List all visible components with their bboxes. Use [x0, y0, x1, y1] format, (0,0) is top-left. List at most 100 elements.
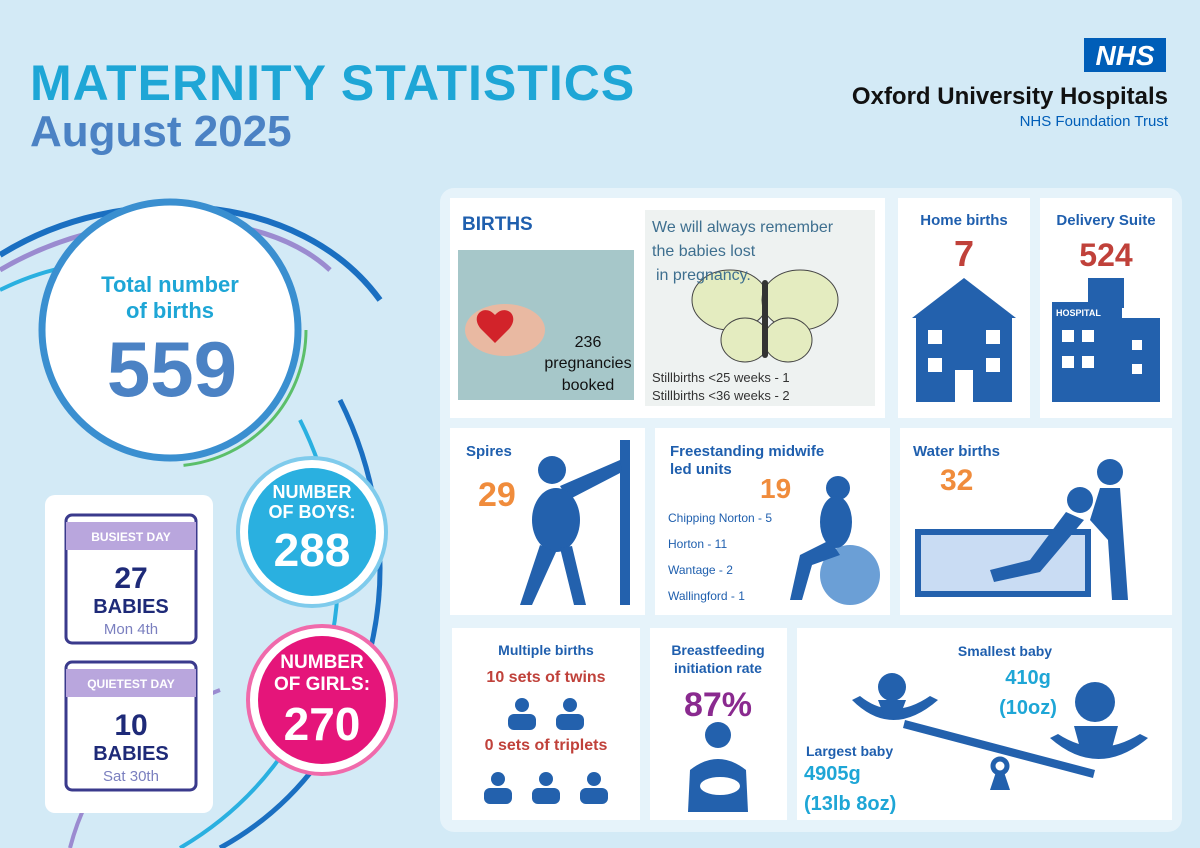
house-icon: [912, 278, 1016, 402]
fmlu-unit: Wallingford - 1: [668, 589, 745, 603]
girls-label: NUMBER: [280, 652, 364, 673]
fmlu-title: Freestanding midwife: [670, 443, 824, 460]
baby-body: [508, 714, 536, 730]
twins-text: 10 sets of twins: [486, 669, 605, 686]
boys-circle: [248, 468, 376, 596]
hospital-icon: HOSPITAL: [1052, 278, 1160, 402]
breastfeeding-value: 87%: [684, 686, 752, 724]
window: [1132, 340, 1142, 350]
ball: [820, 545, 880, 605]
calendar-unit: BABIES: [93, 596, 169, 618]
head: [1067, 487, 1093, 513]
calendar-count: 10: [114, 709, 147, 742]
roof: [912, 278, 1016, 318]
stillbirths: Stillbirths <36 weeks - 2: [652, 388, 790, 403]
window: [928, 330, 942, 344]
torso: [532, 488, 580, 552]
trust-name: NHS Foundation Trust: [1020, 113, 1169, 130]
spires-value: 29: [478, 476, 516, 514]
smallest-weight: 410g: [1005, 667, 1051, 689]
calendar-unit: BABIES: [93, 743, 169, 765]
busiest-calendar: BUSIEST DAY 27 BABIES Mon 4th: [64, 513, 198, 645]
window: [1132, 364, 1142, 374]
fmlu-unit: Horton - 11: [668, 537, 727, 551]
girls-circle: [258, 636, 386, 764]
home-title: Home births: [920, 212, 1008, 229]
head: [538, 456, 566, 484]
boys-label: OF BOYS:: [268, 502, 355, 522]
remember-text: the babies lost: [652, 243, 756, 260]
head: [705, 722, 731, 748]
total-ring: [32, 192, 308, 468]
booked-count: 236: [575, 334, 602, 351]
window: [1062, 356, 1074, 368]
baby-head: [539, 772, 553, 786]
fmlu-value: 19: [760, 473, 791, 504]
delivery-value: 524: [1079, 237, 1133, 273]
booked-text: booked: [562, 377, 615, 394]
girls-value: 270: [284, 698, 361, 750]
logo-box: [1084, 38, 1166, 72]
baby-body: [580, 788, 608, 804]
boys-label: NUMBER: [273, 482, 352, 502]
triplets-icons: [484, 772, 608, 804]
total-label: Total number: [101, 272, 239, 297]
delivery-title: Delivery Suite: [1056, 212, 1155, 229]
body: [990, 512, 1084, 582]
total-label: of births: [126, 298, 214, 323]
hospital-sign: HOSPITAL: [1056, 308, 1101, 318]
building: [1052, 302, 1122, 402]
boys-value: 288: [274, 524, 351, 576]
window: [1082, 330, 1094, 342]
nhs-logo: NHS: [1084, 38, 1166, 72]
baby-body: [878, 700, 906, 716]
baby-body: [1074, 726, 1118, 748]
baby: [700, 777, 740, 795]
fmlu-unit: Chipping Norton - 5: [668, 511, 772, 525]
calendar-label: QUIETEST DAY: [87, 677, 175, 691]
smallest-imperial: (10oz): [999, 697, 1057, 719]
largest-title: Largest baby: [806, 743, 893, 759]
baby-head: [491, 772, 505, 786]
labour-icon: [520, 440, 630, 605]
basket: [1050, 734, 1148, 759]
baby-head: [878, 673, 906, 701]
torso: [820, 496, 852, 548]
title: MATERNITY STATISTICS: [30, 55, 635, 111]
triplets-text: 0 sets of triplets: [485, 737, 608, 754]
logo-text: NHS: [1095, 40, 1154, 71]
twins-icons: [508, 698, 584, 730]
multiple-title: Multiple births: [498, 642, 594, 658]
baby-body: [532, 788, 560, 804]
wing: [763, 317, 813, 363]
largest-imperial: (13lb 8oz): [804, 793, 896, 815]
calendar-header: [66, 522, 196, 550]
partner: [1090, 488, 1128, 600]
baby-body: [484, 788, 512, 804]
window: [986, 358, 1000, 372]
feeding-icon: [688, 722, 748, 812]
heart: [476, 310, 514, 343]
arm: [560, 460, 622, 500]
plank: [903, 720, 1095, 778]
stillbirths: Stillbirths <25 weeks - 1: [652, 370, 790, 385]
door: [955, 370, 973, 402]
legs: [520, 545, 586, 605]
smallest-title: Smallest baby: [958, 643, 1052, 659]
calendar-date: Mon 4th: [104, 621, 158, 638]
window: [1082, 356, 1094, 368]
total-value: 559: [107, 325, 237, 413]
org-name: Oxford University Hospitals: [852, 83, 1168, 110]
weights-card: [797, 628, 1172, 820]
baby-head: [515, 698, 529, 712]
baby-body: [556, 714, 584, 730]
fmlu-title: led units: [670, 461, 732, 478]
remember-text: We will always remember: [652, 219, 834, 236]
births-title: BIRTHS: [462, 214, 533, 235]
water-title: Water births: [913, 443, 1000, 460]
breastfeeding-title: Breastfeeding: [671, 642, 764, 658]
quietest-calendar: QUIETEST DAY 10 BABIES Sat 30th: [64, 660, 198, 792]
calendar-count: 27: [114, 562, 147, 595]
booked-text: pregnancies: [544, 355, 631, 372]
spires-title: Spires: [466, 443, 512, 460]
